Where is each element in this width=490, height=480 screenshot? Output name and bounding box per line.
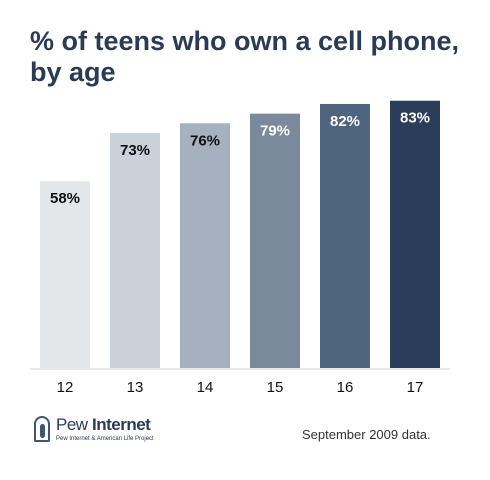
value-label-age-13: 73% (120, 142, 150, 159)
x-tick-label-13: 13 (127, 379, 144, 396)
bar-age-15 (250, 113, 300, 369)
tick-labels-group: 12 13 14 15 16 17 (57, 379, 424, 396)
value-label-age-14: 76% (190, 132, 220, 149)
x-tick-label-17: 17 (407, 379, 424, 396)
value-labels-group: 58% 73% 76% 79% 82% 83% (50, 110, 430, 208)
data-date-note: September 2009 data. (302, 427, 431, 442)
pew-internet-logo: Pew Internet Pew Internet & American Lif… (34, 415, 184, 447)
logo-internet-text: Internet (92, 415, 151, 434)
value-label-age-16: 82% (330, 113, 360, 130)
x-tick-label-16: 16 (337, 379, 354, 396)
bar-age-12 (40, 181, 90, 368)
logo-pew-text: Pew (56, 415, 88, 434)
pew-logo-icon (34, 416, 50, 442)
value-label-age-15: 79% (260, 123, 290, 140)
x-tick-label-12: 12 (57, 379, 74, 396)
bars-group (40, 100, 440, 369)
bar-age-14 (180, 123, 230, 368)
x-tick-label-14: 14 (197, 379, 214, 396)
logo-subtitle: Pew Internet & American Life Project (56, 436, 154, 442)
bar-age-13 (110, 132, 160, 368)
chart-title: % of teens who own a cell phone, by age (30, 26, 460, 87)
bar-age-16 (320, 103, 370, 369)
bar-age-17 (390, 100, 440, 369)
x-tick-label-15: 15 (267, 379, 284, 396)
value-label-age-17: 83% (400, 110, 430, 127)
value-label-age-12: 58% (50, 190, 80, 207)
